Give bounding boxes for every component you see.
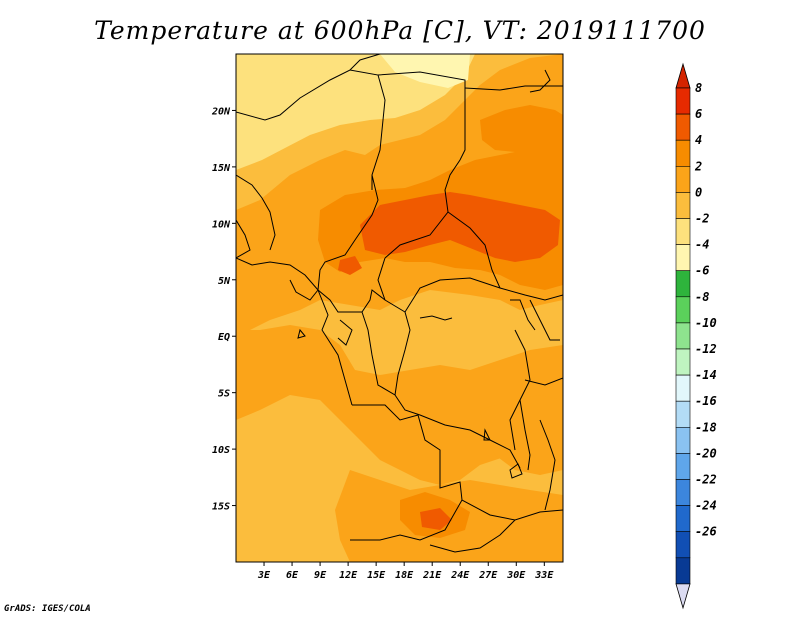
colorbar-level-label: 2 (694, 159, 702, 173)
colorbar-segment (675, 453, 691, 480)
colorbar-segment (675, 139, 691, 167)
colorbar-top-arrow (675, 62, 691, 89)
colorbar-segment (675, 166, 691, 193)
lon-tick-label: 15E (367, 570, 386, 581)
field-0-to-neg2-top-patch (260, 56, 320, 84)
grads-credit: GrADS: IGES/COLA (4, 604, 91, 614)
lon-tick-label: 33E (534, 570, 554, 581)
lat-tick-label: 5S (218, 389, 230, 400)
lat-tick-label: 10S (212, 445, 230, 456)
field-4-to-6-north-patch (480, 105, 563, 155)
colorbar-level-label: -14 (695, 368, 717, 382)
colorbar-segment (675, 505, 691, 533)
lon-tick-label: 3E (257, 570, 271, 581)
lat-tick-label: 15S (212, 502, 230, 513)
colorbar-segment (675, 479, 691, 506)
lon-tick-label: 9E (314, 570, 327, 581)
colorbar-segment (675, 113, 691, 141)
field-6-to-8-central-africa (360, 192, 560, 262)
colorbar-segment (675, 348, 691, 376)
colorbar-segment (675, 218, 691, 245)
colorbar-segment (675, 322, 691, 350)
field-2-to-4-southeast (480, 395, 563, 475)
field-6-to-8-south-patch (420, 508, 452, 530)
field-neg2-to-neg4-north (380, 54, 470, 88)
field-2-to-4-central (236, 325, 563, 485)
colorbar-level-label: -4 (695, 238, 709, 252)
colorbar-level-label: -26 (695, 525, 717, 539)
colorbar-segment (675, 87, 691, 115)
colorbar-level-label: -10 (695, 316, 717, 330)
colorbar-level-label: -16 (695, 394, 717, 408)
colorbar-segment (675, 270, 691, 298)
lon-tick-label: 18E (395, 570, 414, 581)
colorbar-segment (675, 557, 691, 585)
temperature-field (236, 54, 563, 562)
colorbar-segment (675, 192, 691, 219)
colorbar-level-label: 6 (695, 107, 702, 121)
lon-tick-label: 12E (339, 570, 358, 581)
lat-tick-label: 10N (212, 219, 231, 230)
lat-tick-label: 5N (218, 276, 231, 287)
colorbar-segment (675, 426, 691, 454)
lat-tick-label: EQ (218, 332, 230, 343)
colorbar-level-label: -8 (695, 290, 709, 304)
colorbar-bottom-arrow (675, 583, 691, 610)
lat-tick-label: 15N (212, 163, 231, 174)
longitude-axis: 3E 6E 9E 12E 15E 18E 21E 24E 27E 30E 33E (257, 562, 554, 581)
country-borders (236, 54, 563, 553)
colorbar-level-label: -2 (695, 212, 709, 226)
field-6-to-8-patch (338, 256, 362, 275)
lat-tick-label: 20N (211, 106, 231, 117)
map-frame (235, 53, 564, 563)
colorbar-segment (675, 296, 691, 324)
colorbar-level-label: -22 (695, 473, 717, 487)
colorbar-segment (675, 400, 691, 428)
colorbar-level-label: -24 (695, 499, 717, 513)
colorbar-level-label: 8 (695, 81, 702, 95)
colorbar-level-label: -18 (695, 420, 717, 434)
colorbar-level-label: -12 (695, 342, 717, 356)
colorbar-segment (675, 244, 691, 272)
colorbar-level-label: 4 (695, 133, 702, 147)
lon-tick-label: 27E (478, 570, 498, 581)
colorbar-segment (675, 531, 691, 559)
lon-tick-label: 24E (450, 570, 470, 581)
colorbar-level-label: -6 (695, 264, 709, 278)
lon-tick-label: 30E (506, 570, 526, 581)
colorbar-level-label: -20 (695, 446, 717, 460)
latitude-axis: 20N 15N 10N 5N EQ 5S 10S 15S (211, 106, 236, 513)
colorbar-segment (675, 374, 691, 402)
colorbar-level-label: 0 (695, 185, 702, 199)
lon-tick-label: 21E (422, 570, 442, 581)
lon-tick-label: 6E (286, 570, 299, 581)
chart-title: Temperature at 600hPa [C], VT: 201911170… (94, 16, 706, 45)
colorbar: 8 6 4 2 0 -2 -4 -6 -8 -10 -12 -14 -16 -18 -20 -22 -24 -26 (675, 62, 717, 610)
